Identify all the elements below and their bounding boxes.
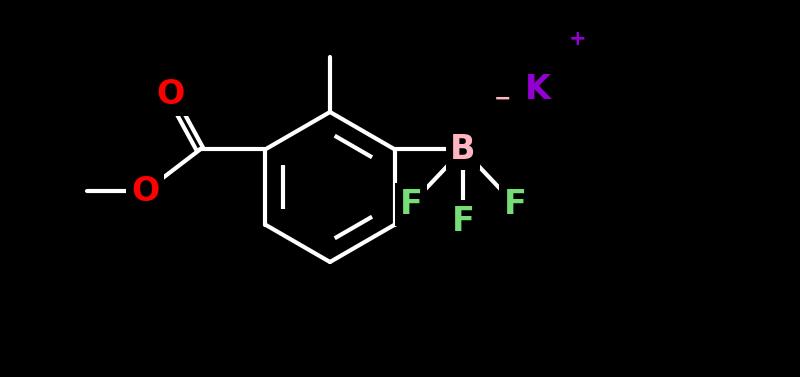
Text: F: F: [451, 205, 474, 238]
Text: K: K: [525, 73, 551, 106]
Text: F: F: [399, 188, 422, 221]
Text: B: B: [450, 133, 476, 166]
Text: +: +: [569, 29, 586, 49]
Text: O: O: [156, 78, 184, 111]
Text: −: −: [494, 89, 512, 109]
Text: F: F: [503, 188, 526, 221]
Text: O: O: [131, 175, 159, 208]
